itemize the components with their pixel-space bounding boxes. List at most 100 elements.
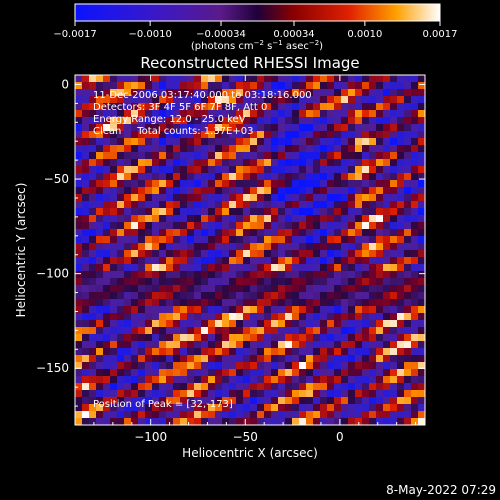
colorbar: −0.0017 −0.0010 −0.00034 0.00034 0.0010 0.001… [53,3,458,52]
heatmap-cell [306,390,314,398]
heatmap-cell [194,355,202,363]
heatmap-cell [369,404,377,412]
heatmap-cell [341,145,349,153]
heatmap-cell [292,285,300,293]
heatmap-cell [89,173,97,181]
heatmap-cell [327,152,335,160]
heatmap-cell [110,82,118,90]
heatmap-cell [320,313,328,321]
heatmap-cell [320,117,328,125]
heatmap-cell [124,173,132,181]
heatmap-cell [278,334,286,342]
heatmap-cell [159,201,167,209]
heatmap-cell [229,82,237,90]
heatmap-cell [75,250,83,258]
heatmap-cell [320,236,328,244]
heatmap-cell [285,124,293,132]
heatmap-cell [145,96,153,104]
heatmap-cell [313,327,321,335]
heatmap-cell [404,236,412,244]
heatmap-cell [250,236,258,244]
heatmap-cell [362,418,370,425]
heatmap-cell [159,103,167,111]
heatmap-cell [271,110,279,118]
heatmap-cell [180,194,188,202]
heatmap-cell [397,173,405,181]
heatmap-cell [138,89,146,97]
heatmap-cell [159,180,167,188]
heatmap-cell [131,236,139,244]
heatmap-cell [369,187,377,195]
heatmap-cell [369,362,377,370]
heatmap-cell [250,334,258,342]
heatmap-cell [418,397,425,405]
heatmap-cell [75,397,83,405]
heatmap-cell [355,264,363,272]
heatmap-cell [383,103,391,111]
heatmap-cell [208,313,216,321]
heatmap-cell [208,173,216,181]
heatmap-cell [215,313,223,321]
heatmap-cell [131,313,139,321]
heatmap-cell [222,327,230,335]
heatmap-cell [362,82,370,90]
heatmap-cell [355,390,363,398]
heatmap-cell [299,348,307,356]
heatmap-cell [215,110,223,118]
heatmap-cell [208,180,216,188]
heatmap-cell [376,362,384,370]
heatmap-cell [292,187,300,195]
heatmap-cell [313,138,321,146]
heatmap-cell [376,390,384,398]
heatmap-cell [313,299,321,307]
heatmap-cell [124,208,132,216]
heatmap-cell [278,145,286,153]
heatmap-cell [376,271,384,279]
heatmap-cell [285,369,293,377]
heatmap-cell [250,250,258,258]
heatmap-cell [250,397,258,405]
heatmap-cell [236,82,244,90]
heatmap-cell [250,222,258,230]
heatmap-cell [418,103,425,111]
heatmap-cell [369,327,377,335]
heatmap-cell [397,285,405,293]
heatmap-cell [222,215,230,223]
heatmap-cell [327,103,335,111]
heatmap-cell [334,278,342,286]
heatmap-cell [229,159,237,167]
heatmap-cell [362,201,370,209]
heatmap-cell [334,285,342,293]
observation-info: 11-Dec-2006 03:17:40.000 to 03:18:16.000… [93,90,312,137]
heatmap-cell [327,404,335,412]
heatmap-cell [292,208,300,216]
heatmap-cell [145,299,153,307]
heatmap-cell [369,292,377,300]
heatmap-cell [404,348,412,356]
heatmap-cell [89,362,97,370]
heatmap-cell [264,89,272,97]
heatmap-cell [383,320,391,328]
heatmap-cell [285,159,293,167]
heatmap-cell [257,75,265,83]
heatmap-cell [278,271,286,279]
heatmap-cell [89,166,97,174]
heatmap-cell [96,264,104,272]
heatmap-cell [355,75,363,83]
heatmap-cell [138,327,146,335]
heatmap-cell [271,292,279,300]
heatmap-cell [180,418,188,425]
heatmap-cell [131,152,139,160]
heatmap-cell [292,180,300,188]
heatmap-cell [292,236,300,244]
heatmap-cell [89,320,97,328]
heatmap-cell [187,306,195,314]
heatmap-cell [341,313,349,321]
heatmap-cell [194,243,202,251]
heatmap-cell [166,159,174,167]
heatmap-cell [103,383,111,391]
heatmap-cell [159,306,167,314]
heatmap-cell [306,110,314,118]
heatmap-cell [152,306,160,314]
heatmap-cell [173,82,181,90]
